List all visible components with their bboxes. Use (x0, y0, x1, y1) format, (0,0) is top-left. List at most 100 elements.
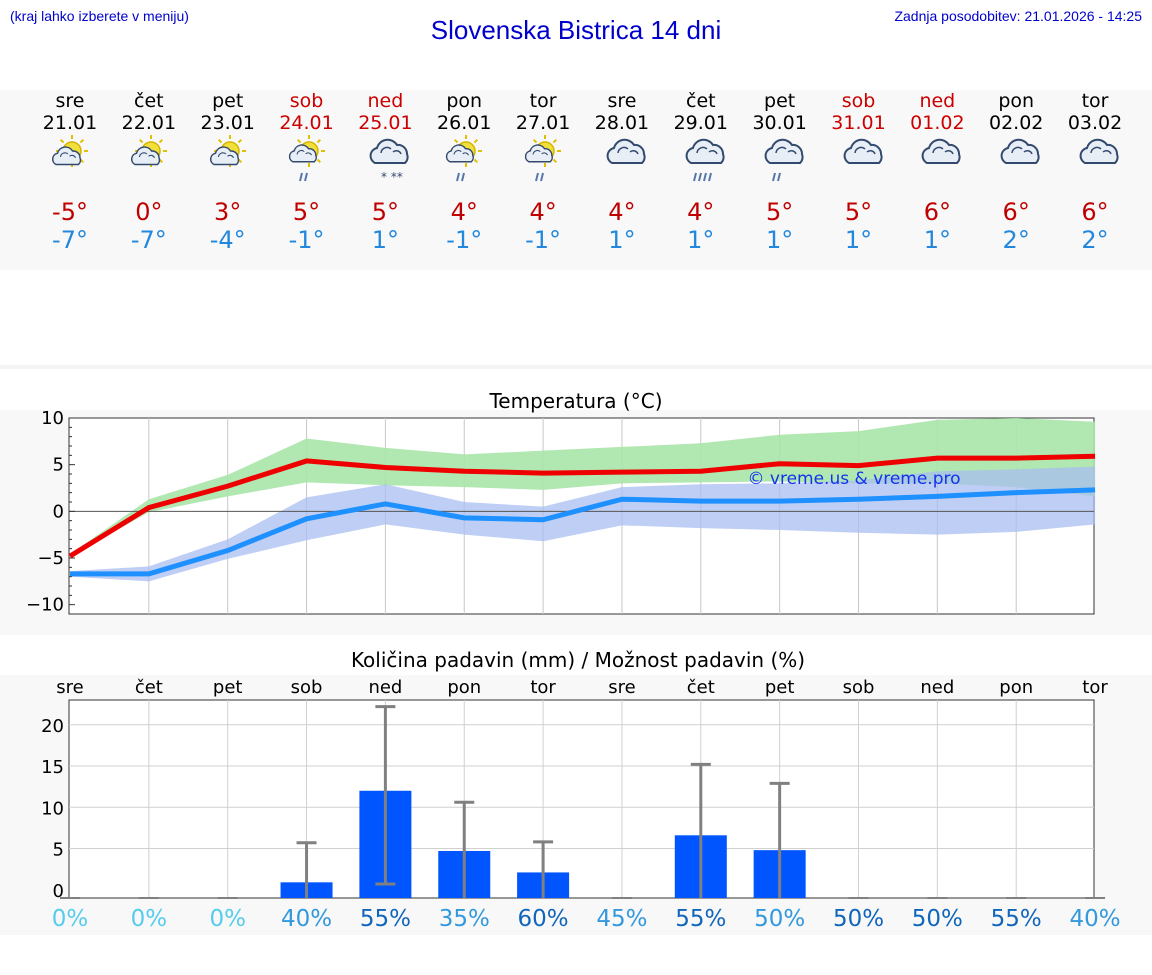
temp-min: -1° (446, 226, 483, 254)
precip-day-label: sre (56, 677, 83, 698)
precip-ytick-label: 20 (41, 716, 64, 737)
temp-min: 1° (844, 226, 873, 254)
temp-ytick-label: −5 (37, 548, 64, 569)
temp-max: 6° (923, 198, 951, 226)
precip-day-label: tor (530, 677, 556, 698)
day-column: sre 21.01 -5° -7° (30, 90, 110, 260)
precip-day-label: sob (291, 677, 323, 698)
cloud-rain-icon (760, 135, 810, 185)
forecast-strip (0, 90, 1152, 270)
day-column: ned 25.01 * ** 5° 1° (345, 90, 425, 260)
min-temp-band (70, 466, 1096, 582)
temp-ytick-label: −10 (26, 595, 64, 616)
temp-min: 1° (923, 226, 951, 254)
precip-chart-title: Količina padavin (mm) / Možnost padavin … (351, 648, 805, 672)
temp-ytick-label: 0 (53, 501, 64, 522)
day-date: 02.02 (988, 112, 1044, 134)
max-temp-band (70, 418, 1096, 557)
temp-min: 2° (1081, 226, 1109, 254)
day-date: 25.01 (358, 112, 413, 134)
temp-max: 5° (371, 198, 400, 226)
day-name: sre (607, 90, 637, 112)
precip-plot-area (68, 699, 1095, 899)
cloud-icon (917, 135, 967, 185)
precip-probability: 0% (131, 906, 168, 932)
precip-day-label: ned (920, 677, 954, 698)
temp-max: 4° (450, 198, 478, 226)
day-date: 21.01 (42, 112, 98, 134)
day-date: 30.01 (752, 112, 807, 134)
temp-max: 5° (292, 198, 321, 226)
precip-probability: 0% (209, 906, 246, 932)
day-column: sre 28.01 4° 1° (582, 90, 662, 260)
watermark: © vreme.us & vreme.pro (747, 469, 960, 489)
temp-max: 6° (1002, 198, 1030, 226)
precip-day-label: pet (213, 677, 243, 698)
day-column: sob 24.01 5° -1° (267, 90, 347, 260)
precip-probability: 55% (675, 906, 726, 932)
day-column: tor 03.02 6° 2° (1055, 90, 1135, 260)
day-date: 27.01 (515, 112, 571, 134)
temp-max: 3° (214, 198, 242, 226)
location-hint: (kraj lahko izberete v meniju) (10, 8, 189, 24)
precip-ytick-label: 15 (41, 757, 64, 778)
sun-cloud-icon (208, 135, 258, 185)
precip-probability: 50% (833, 906, 884, 932)
day-name: sob (841, 90, 876, 112)
temp-ytick-label: 10 (41, 408, 64, 429)
precip-day-label: ned (368, 677, 402, 698)
temp-max: 4° (529, 198, 557, 226)
temp-min: -7° (52, 226, 88, 254)
last-updated: Zadnja posodobitev: 21.01.2026 - 14:25 (894, 8, 1142, 24)
precip-probability: 40% (281, 906, 332, 932)
temp-min: 1° (687, 226, 715, 254)
precip-probability: 45% (596, 906, 647, 932)
day-name: pet (764, 90, 796, 112)
precip-ytick-label: 0 (53, 881, 64, 902)
day-column: pet 23.01 3° -4° (188, 90, 268, 260)
day-name: pon (998, 90, 1035, 112)
temp-chart-title: Temperatura (°C) (488, 389, 662, 413)
temp-max: 5° (766, 198, 794, 226)
precip-day-label: sob (843, 677, 875, 698)
precip-ytick-label: 5 (53, 840, 64, 861)
day-name: ned (367, 90, 404, 112)
temp-min: 2° (1002, 226, 1030, 254)
day-date: 29.01 (673, 112, 728, 134)
day-column: pon 26.01 4° -1° (424, 90, 504, 260)
precip-day-label: pon (999, 677, 1033, 698)
day-name: tor (1081, 90, 1109, 112)
temp-max: 6° (1081, 198, 1109, 226)
day-date: 28.01 (594, 112, 650, 134)
day-date: 26.01 (437, 112, 492, 134)
day-name: čet (134, 90, 164, 112)
precip-day-label: pon (447, 677, 481, 698)
day-name: pon (446, 90, 483, 112)
temp-min: -7° (130, 226, 167, 254)
precip-probability: 50% (754, 906, 805, 932)
day-name: sob (289, 90, 324, 112)
cloud-snow-icon: * ** (365, 135, 415, 185)
temp-max: 4° (687, 198, 715, 226)
sun-cloud-rain-icon (287, 135, 337, 185)
day-column: čet 29.01 4° 1° (661, 90, 741, 260)
precip-day-label: pet (765, 677, 795, 698)
temp-max: 4° (608, 198, 636, 226)
day-name: sre (55, 90, 85, 112)
sun-cloud-icon (129, 135, 179, 185)
day-name: pet (212, 90, 244, 112)
day-name: ned (919, 90, 956, 112)
sun-cloud-icon (50, 135, 100, 185)
page-title: Slovenska Bistrica 14 dni (430, 15, 722, 45)
day-date: 23.01 (200, 112, 255, 134)
temp-ytick-label: 5 (53, 455, 64, 476)
cloud-icon (602, 135, 652, 185)
precip-probability: 0% (52, 906, 89, 932)
min-temp-line (70, 487, 1096, 577)
precip-probability: 55% (991, 906, 1042, 932)
temp-min: -4° (209, 226, 246, 254)
day-column: pon 02.02 6° 2° (976, 90, 1056, 260)
precip-probability: 50% (912, 906, 963, 932)
cloud-heavy-rain-icon (681, 135, 731, 185)
